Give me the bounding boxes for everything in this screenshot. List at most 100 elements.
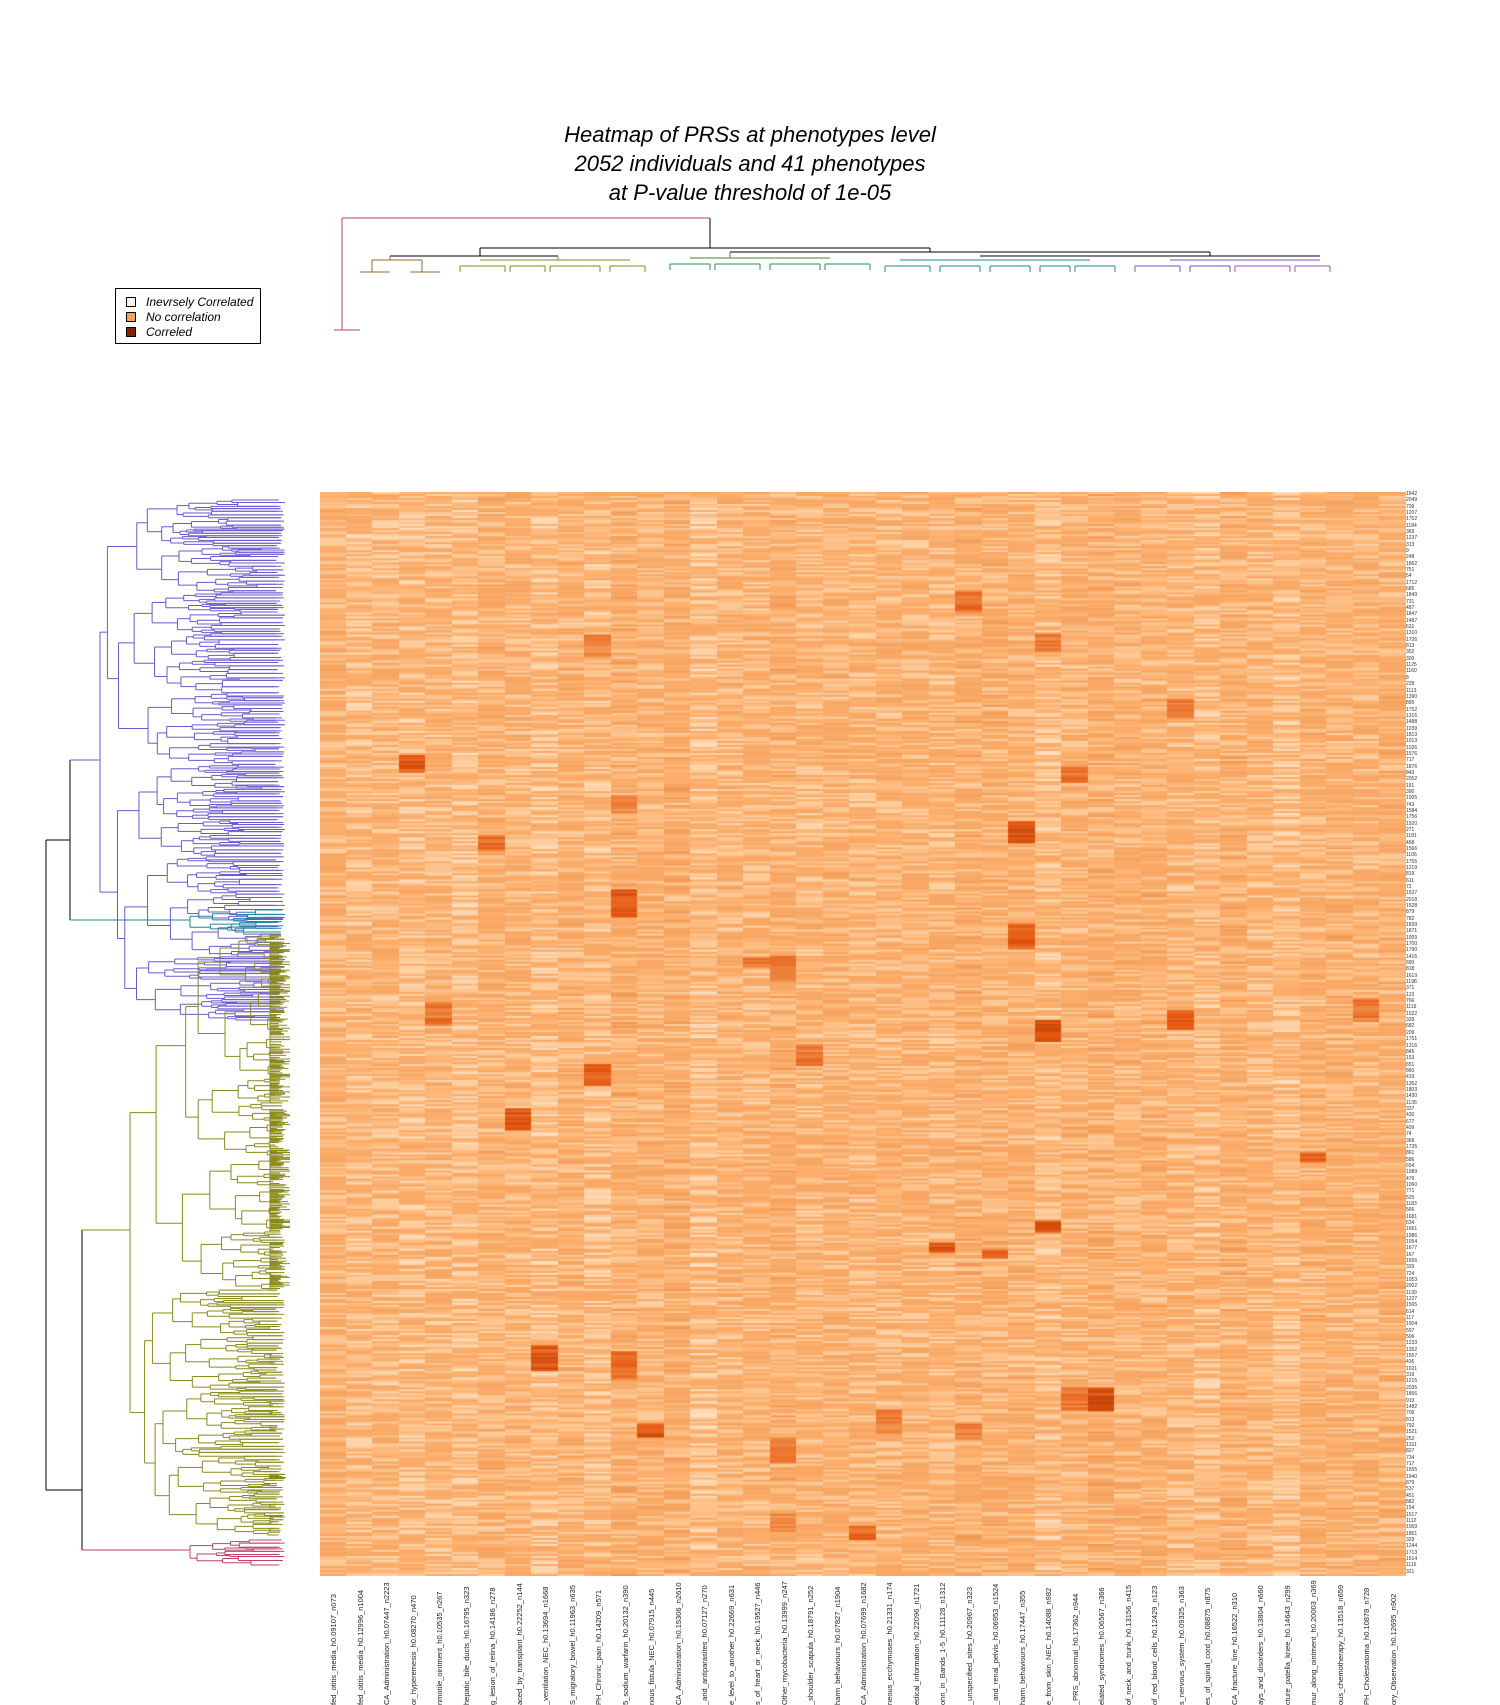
heatmap-grid (320, 492, 1406, 1576)
row-label: 631 (1406, 624, 1415, 631)
row-label: 1584 (1406, 807, 1418, 814)
row-label: 1316 (1406, 1042, 1418, 1049)
row-label: 506 (1406, 1334, 1415, 1341)
row-label: 1316 (1406, 712, 1418, 719)
column-label: elated_syndromes_h0.06567_n366 (1097, 1587, 1107, 1705)
row-label: 228 (1406, 681, 1415, 688)
row-label: 1752 (1406, 706, 1418, 713)
row-label: 525 (1406, 1194, 1415, 1201)
row-label: 468 (1406, 839, 1415, 846)
row-label: 209 (1406, 1029, 1415, 1036)
row-label: 1233 (1406, 1340, 1418, 1347)
row-label: 1847 (1406, 611, 1418, 618)
row-label: 782 (1406, 915, 1415, 922)
row-label: 1013 (1406, 738, 1418, 745)
column-label: fed_otitis_media_h0.09107_n073 (329, 1594, 339, 1705)
row-label: 248 (1406, 554, 1415, 561)
row-label: 1116 (1406, 1562, 1417, 1569)
row-label: 792 (1406, 1422, 1415, 1429)
row-label: 731 (1406, 598, 1415, 605)
row-label: 271 (1406, 826, 1415, 833)
row-label: 1656 (1406, 1258, 1418, 1265)
row-label: 1619 (1406, 972, 1418, 979)
row-label: 1311 (1406, 1441, 1417, 1448)
row-label: 1681 (1406, 1213, 1418, 1220)
title-line-3: at P-value threshold of 1e-05 (608, 180, 892, 205)
row-label: 1482 (1406, 1403, 1418, 1410)
row-label: 882 (1406, 1498, 1415, 1505)
row-label: 1986 (1406, 1232, 1418, 1239)
legend-label: Correled (146, 324, 193, 339)
column-label: CA_fracture_line_h0.16522_n310 (1229, 1592, 1239, 1705)
row-label: 1237 (1406, 535, 1418, 542)
column-label: nous_fistula_NEC_h0.07915_n445 (647, 1588, 657, 1705)
row-label: 1756 (1406, 814, 1418, 821)
row-label: 813 (1406, 1416, 1415, 1423)
row-label: 1839 (1406, 922, 1418, 929)
column-label: aced_by_transplant_h0.22252_n144 (514, 1583, 524, 1705)
row-label: 1790 (1406, 947, 1418, 954)
row-label: 2035 (1406, 1384, 1418, 1391)
row-label: 313 (1406, 541, 1415, 548)
column-label: _shoulder_scapula_h0.18791_n252 (806, 1585, 816, 1705)
row-label: 860 (1406, 1067, 1415, 1074)
row-label: 1215 (1406, 1378, 1418, 1385)
row-label: 1054 (1406, 1239, 1418, 1246)
row-label: 1060 (1406, 1181, 1418, 1188)
row-label: 1920 (1406, 820, 1418, 827)
row-label: 1726 (1406, 636, 1418, 643)
row-label: 1555 (1406, 1467, 1418, 1474)
row-label: 1866 (1406, 1391, 1418, 1398)
row-label: 843 (1406, 769, 1415, 776)
row-label: 651 (1406, 1061, 1415, 1068)
row-label: 879 (1406, 909, 1415, 916)
row-label: 1244 (1406, 1543, 1418, 1550)
row-label: 1390 (1406, 693, 1418, 700)
chart-title: Heatmap of PRSs at phenotypes level 2052… (450, 120, 1050, 207)
row-label: 181 (1406, 782, 1415, 789)
column-label: CA_Administration_h0.15306_n2610 (673, 1582, 683, 1705)
row-label: 1557 (1406, 1353, 1418, 1360)
row-label: 706 (1406, 1410, 1415, 1417)
row-label: 1614 (1406, 1555, 1418, 1562)
row-label: 1755 (1406, 858, 1418, 865)
row-label: 54 (1406, 573, 1412, 580)
row-label: 1184 (1406, 522, 1417, 529)
row-label: 1849 (1406, 592, 1418, 599)
row-label: 337 (1406, 1105, 1415, 1112)
row-label: 252 (1406, 1435, 1415, 1442)
row-label: 2002 (1406, 1283, 1418, 1290)
row-label: 2052 (1406, 776, 1418, 783)
column-label: _ventilation_NEC_h0.13694_n1668 (541, 1586, 551, 1705)
row-label: 1803 (1406, 1086, 1418, 1093)
column-label: _unspecified_sites_h0.20967_n323 (964, 1586, 974, 1705)
row-label: 390 (1406, 788, 1415, 795)
column-label: CA_Administration_h0.07699_n1682 (859, 1582, 868, 1705)
row-label: 1487 (1406, 617, 1418, 624)
row-label: 167 (1406, 1251, 1415, 1258)
row-label: 845 (1406, 1048, 1415, 1055)
column-label: hepatic_bile_ducts_h0.16795_n323 (461, 1586, 471, 1705)
row-label: 74 (1406, 1131, 1412, 1138)
column-label: e_from_skin_NEC_h0.14088_n982 (1044, 1587, 1054, 1705)
row-label: 1021 (1406, 1365, 1418, 1372)
row-label: 1125 (1406, 662, 1417, 669)
row-label: 724 (1406, 1270, 1415, 1277)
row-labels: 1842 2049 709 1207 1752 1184 369 1237 313 9 248 186… (1406, 492, 1476, 1576)
row-label: 1113 (1406, 687, 1417, 694)
row-label: 451 (1406, 1492, 1415, 1499)
row-label: 436 (1406, 1359, 1415, 1366)
row-label: 368 (1406, 1137, 1415, 1144)
row-label: 487 (1406, 605, 1415, 612)
row-label: 1207 (1406, 510, 1418, 517)
column-label: Other_mycobacteria_h0.13999_n247 (779, 1581, 789, 1705)
row-label: 717 (1406, 757, 1415, 764)
row-label: 1751 (1406, 1036, 1418, 1043)
column-label: s_of_heart_or_neck_h0.19527_n446 (753, 1582, 763, 1705)
column-label: CA_Administration_h0.07447_n2223 (382, 1582, 392, 1705)
column-label: PH_Chronic_pain_h0.14209_n571 (594, 1589, 604, 1705)
row-label: 117 (1406, 1315, 1414, 1322)
row-label: 1219 (1406, 865, 1418, 871)
column-label: _and_antiparasites_h0.07127_n270 (700, 1585, 710, 1705)
row-label: 771 (1406, 1188, 1415, 1195)
